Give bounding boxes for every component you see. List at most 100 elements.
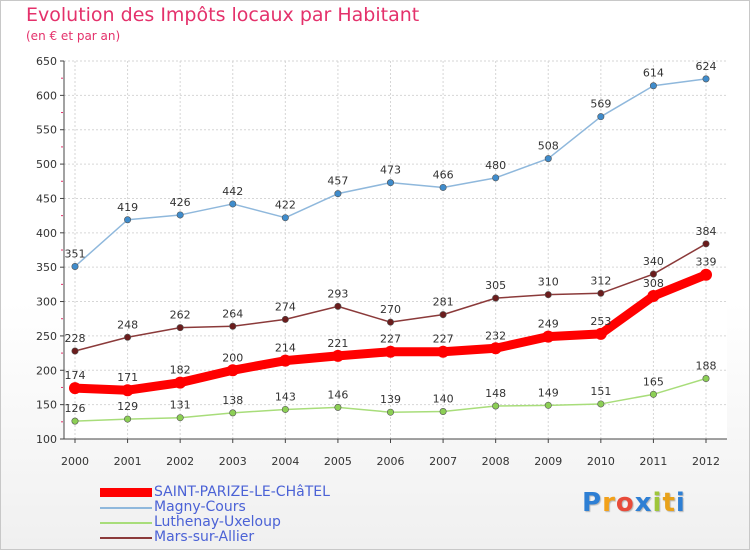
data-label: 384 — [696, 225, 717, 238]
x-tick-label: 2000 — [61, 455, 89, 468]
y-tick-label: 300 — [36, 296, 57, 309]
data-point — [542, 330, 555, 343]
data-label: 624 — [696, 60, 717, 73]
data-label: 312 — [590, 274, 611, 287]
data-label: 340 — [643, 255, 664, 268]
plot-area — [64, 61, 727, 439]
y-tick-label: 650 — [36, 55, 57, 68]
legend-swatch — [100, 488, 152, 497]
data-point — [71, 262, 79, 270]
data-label: 232 — [485, 329, 506, 342]
data-label: 228 — [65, 332, 86, 345]
y-tick-label: 100 — [36, 433, 57, 446]
data-point — [544, 291, 552, 299]
data-label: 308 — [643, 277, 664, 290]
data-point — [331, 349, 344, 362]
data-label: 131 — [170, 399, 191, 412]
y-tick-label: 250 — [36, 330, 57, 343]
data-point — [281, 214, 289, 222]
data-label: 351 — [65, 247, 86, 260]
data-point — [71, 417, 79, 425]
data-label: 614 — [643, 67, 664, 80]
data-point — [229, 200, 237, 208]
data-label: 422 — [275, 199, 296, 212]
logo-letter: o — [615, 488, 635, 518]
data-label: 143 — [275, 390, 296, 403]
data-point — [281, 315, 289, 323]
x-tick-label: 2010 — [587, 455, 615, 468]
data-label: 508 — [538, 140, 559, 153]
data-point — [176, 414, 184, 422]
x-tick-label: 2006 — [377, 455, 405, 468]
data-label: 138 — [222, 394, 243, 407]
data-label: 171 — [117, 371, 138, 384]
logo-letter: i — [675, 488, 686, 518]
data-point — [597, 400, 605, 408]
y-tick-label: 350 — [36, 261, 57, 274]
data-label: 419 — [117, 201, 138, 214]
y-tick-label: 150 — [36, 399, 57, 412]
chart-title: Evolution des Impôts locaux par Habitant — [26, 4, 420, 26]
data-point — [124, 333, 132, 341]
x-tick-label: 2009 — [534, 455, 562, 468]
data-label: 129 — [117, 400, 138, 413]
data-point — [176, 211, 184, 219]
data-label: 139 — [380, 393, 401, 406]
data-point — [279, 354, 292, 367]
x-tick-label: 2003 — [219, 455, 247, 468]
data-point — [702, 375, 710, 383]
data-point — [226, 364, 239, 377]
data-label: 248 — [117, 318, 138, 331]
legend-label: Luthenay-Uxeloup — [154, 514, 281, 530]
legend-label: SAINT-PARIZE-LE-CHâTEL — [154, 484, 330, 500]
data-point — [69, 382, 81, 395]
data-point — [229, 322, 237, 330]
data-point — [176, 324, 184, 332]
x-tick-label: 2001 — [114, 455, 142, 468]
legend-swatch — [100, 506, 152, 509]
x-tick-label: 2005 — [324, 455, 352, 468]
data-label: 569 — [590, 98, 611, 111]
data-label: 126 — [65, 402, 86, 415]
data-label: 174 — [65, 369, 86, 382]
data-point — [649, 270, 657, 278]
data-label: 253 — [590, 315, 611, 328]
logo-letter: x — [634, 488, 653, 518]
data-label: 221 — [327, 337, 348, 350]
data-label: 149 — [538, 386, 559, 399]
data-point — [334, 302, 342, 310]
legend-swatch — [100, 536, 152, 539]
data-label: 214 — [275, 342, 296, 355]
logo-letter: t — [662, 488, 676, 518]
data-label: 305 — [485, 279, 506, 292]
data-point — [334, 403, 342, 411]
data-point — [334, 190, 342, 198]
data-point — [439, 408, 447, 416]
data-label: 165 — [643, 375, 664, 388]
data-point — [386, 408, 394, 416]
data-label: 227 — [433, 333, 454, 346]
legend-label: Mars-sur-Allier — [154, 529, 255, 545]
data-point — [544, 155, 552, 163]
data-point — [597, 289, 605, 297]
data-point — [702, 75, 710, 83]
data-label: 466 — [433, 168, 454, 181]
data-point — [700, 268, 712, 281]
logo-letter: r — [602, 488, 616, 518]
x-tick-label: 2012 — [692, 455, 720, 468]
data-label: 182 — [170, 364, 191, 377]
data-point — [702, 240, 710, 248]
data-point — [437, 345, 450, 358]
data-point — [594, 327, 607, 340]
data-label: 249 — [538, 318, 559, 331]
proxiti-logo: Proxiti — [582, 488, 686, 518]
data-label: 200 — [222, 351, 243, 364]
data-label: 281 — [433, 296, 454, 309]
data-point — [174, 376, 187, 389]
data-label: 270 — [380, 303, 401, 316]
data-label: 310 — [538, 276, 559, 289]
y-tick-label: 200 — [36, 364, 57, 377]
data-point — [439, 183, 447, 191]
chart-subtitle: (en € et par an) — [26, 29, 121, 43]
x-tick-label: 2011 — [639, 455, 667, 468]
